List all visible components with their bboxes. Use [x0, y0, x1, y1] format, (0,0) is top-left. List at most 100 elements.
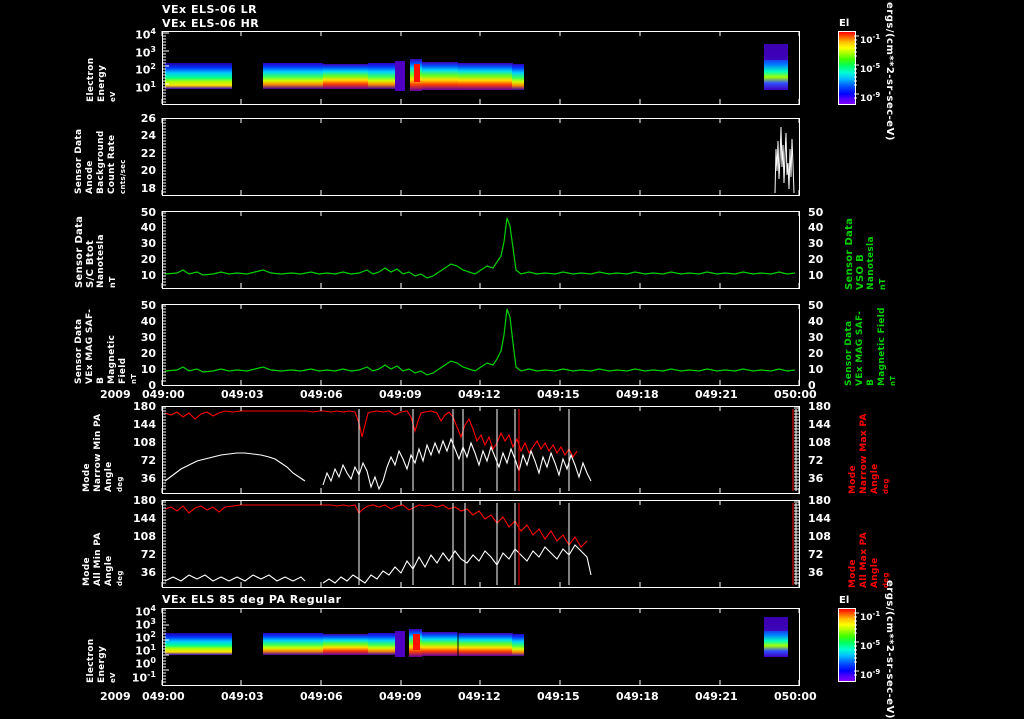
- ytick-narrow-right-144: 144: [808, 418, 831, 431]
- ytick-mag-right-20: 20: [808, 347, 824, 360]
- sc-btot-trace: [164, 217, 796, 279]
- ytick-btot-20: 20: [140, 253, 156, 266]
- xtick-bottom-3: 049:09: [379, 690, 422, 703]
- ytick-mag-right-10: 10: [808, 363, 824, 376]
- ytick-narrow-180: 180: [133, 400, 156, 413]
- xtick-bottom-8: 050:00: [774, 690, 817, 703]
- ytick-top-1e1: 101: [135, 80, 156, 95]
- xtick-middle-0: 049:00: [142, 388, 185, 401]
- panel-sc-btot: [162, 211, 800, 289]
- ytick-btot-right-10: 10: [808, 269, 824, 282]
- ytick-all-right-36: 36: [808, 566, 824, 579]
- colorbar-tick-bottom-1: 10-5: [860, 639, 881, 652]
- xtick-middle-8: 050:00: [774, 388, 817, 401]
- panel-anode-background-count-rate: [162, 118, 800, 196]
- colorbar-label-top: El: [839, 18, 850, 29]
- ytick-mag-20: 20: [140, 347, 156, 360]
- ytick-mag-50: 50: [140, 299, 156, 312]
- ytick-all-180: 180: [133, 494, 156, 507]
- ytick-bottom-1e0: 100: [135, 656, 156, 671]
- ytick-bottom-1e4: 104: [135, 604, 156, 619]
- colorbar-label-bottom: El: [839, 595, 850, 606]
- ytick-top-1e4: 104: [135, 27, 156, 42]
- xaxis-year-middle: 2009: [100, 388, 131, 401]
- ytick-top-1e2: 102: [135, 62, 156, 77]
- colorbar-top: [838, 31, 856, 105]
- panel-title-els-lr: VEx ELS-06 LR: [162, 3, 258, 16]
- ytick-mag-30: 30: [140, 331, 156, 344]
- ytick-mag-40: 40: [140, 315, 156, 328]
- xtick-middle-3: 049:09: [379, 388, 422, 401]
- xtick-bottom-1: 049:03: [221, 690, 264, 703]
- ytick-all-108: 108: [133, 530, 156, 543]
- colorbar-units-top: ergs/(cm**2-sr-sec-eV): [884, 2, 895, 141]
- ytick-narrow-right-72: 72: [808, 454, 824, 467]
- ytick-mag-10: 10: [140, 363, 156, 376]
- ytick-all-right-180: 180: [808, 494, 831, 507]
- ytick-btot-30: 30: [140, 237, 156, 250]
- ytick-anode-20: 20: [140, 164, 156, 177]
- colorbar-tick-top-2: 10-9: [860, 91, 881, 104]
- ytick-narrow-72: 72: [140, 454, 156, 467]
- xtick-bottom-0: 049:00: [142, 690, 185, 703]
- xaxis-year-bottom: 2009: [100, 690, 131, 703]
- ytick-all-right-108: 108: [808, 530, 831, 543]
- xtick-middle-2: 049:06: [300, 388, 343, 401]
- colorbar-tick-top-0: 10-1: [860, 33, 881, 46]
- ytick-narrow-right-36: 36: [808, 472, 824, 485]
- ytick-narrow-right-108: 108: [808, 436, 831, 449]
- ytick-mag-0: 0: [148, 379, 156, 392]
- spectrogram-canvas-bottom: [163, 609, 799, 685]
- ytick-narrow-36: 36: [140, 472, 156, 485]
- ytick-narrow-108: 108: [133, 436, 156, 449]
- colorbar-tick-bottom-2: 10-9: [860, 668, 881, 681]
- ytick-all-right-72: 72: [808, 548, 824, 561]
- xtick-bottom-5: 049:15: [537, 690, 580, 703]
- ytick-mag-right-30: 30: [808, 331, 824, 344]
- ytick-narrow-right-180: 180: [808, 400, 831, 413]
- ytick-all-36: 36: [140, 566, 156, 579]
- anode-background-trace: [774, 126, 795, 194]
- xtick-bottom-2: 049:06: [300, 690, 343, 703]
- colorbar-tick-top-1: 10-5: [860, 62, 881, 75]
- ytick-mag-right-50: 50: [808, 299, 824, 312]
- ytick-all-right-144: 144: [808, 512, 831, 525]
- narrow-pa-traces: [164, 409, 797, 491]
- ytick-bottom-1em1: 10-1: [131, 670, 156, 685]
- ytick-btot-50: 50: [140, 206, 156, 219]
- panel-title-els-85deg: VEx ELS 85 deg PA Regular: [162, 593, 342, 606]
- colorbar-units-bottom: ergs/(cm**2-sr-sec-eV): [884, 580, 895, 719]
- ytick-bottom-1e1: 101: [135, 643, 156, 658]
- ytick-btot-right-50: 50: [808, 206, 824, 219]
- panel-vex-mag-saf-b: [162, 304, 800, 386]
- xtick-middle-7: 049:21: [695, 388, 738, 401]
- ytick-all-144: 144: [133, 512, 156, 525]
- ytick-bottom-1e2: 102: [135, 630, 156, 645]
- xtick-bottom-4: 049:12: [458, 690, 501, 703]
- spectrogram-canvas-top: [163, 32, 799, 104]
- panel-narrow-min-pa-angle: [162, 406, 800, 494]
- colorbar-bottom: [838, 608, 856, 682]
- xtick-middle-6: 049:18: [616, 388, 659, 401]
- panel-title-els-hr: VEx ELS-06 HR: [162, 17, 260, 30]
- ytick-btot-10: 10: [140, 269, 156, 282]
- xtick-middle-5: 049:15: [537, 388, 580, 401]
- ytick-btot-right-20: 20: [808, 253, 824, 266]
- ytick-mag-right-0: 0: [808, 379, 816, 392]
- ytick-anode-26: 26: [140, 112, 156, 125]
- vex-mag-saf-b-trace: [164, 308, 796, 376]
- ytick-top-1e3: 103: [135, 45, 156, 60]
- ytick-anode-18: 18: [140, 182, 156, 195]
- panel-els-lr-hr-spectrogram: [162, 31, 800, 105]
- ytick-anode-24: 24: [140, 129, 156, 142]
- ytick-narrow-144: 144: [133, 418, 156, 431]
- ytick-btot-right-40: 40: [808, 221, 824, 234]
- ytick-mag-right-40: 40: [808, 315, 824, 328]
- ytick-btot-40: 40: [140, 221, 156, 234]
- colorbar-tick-bottom-0: 10-1: [860, 610, 881, 623]
- ytick-anode-22: 22: [140, 147, 156, 160]
- panel-els-85deg-pa-regular-spectrogram: [162, 608, 800, 686]
- ytick-all-72: 72: [140, 548, 156, 561]
